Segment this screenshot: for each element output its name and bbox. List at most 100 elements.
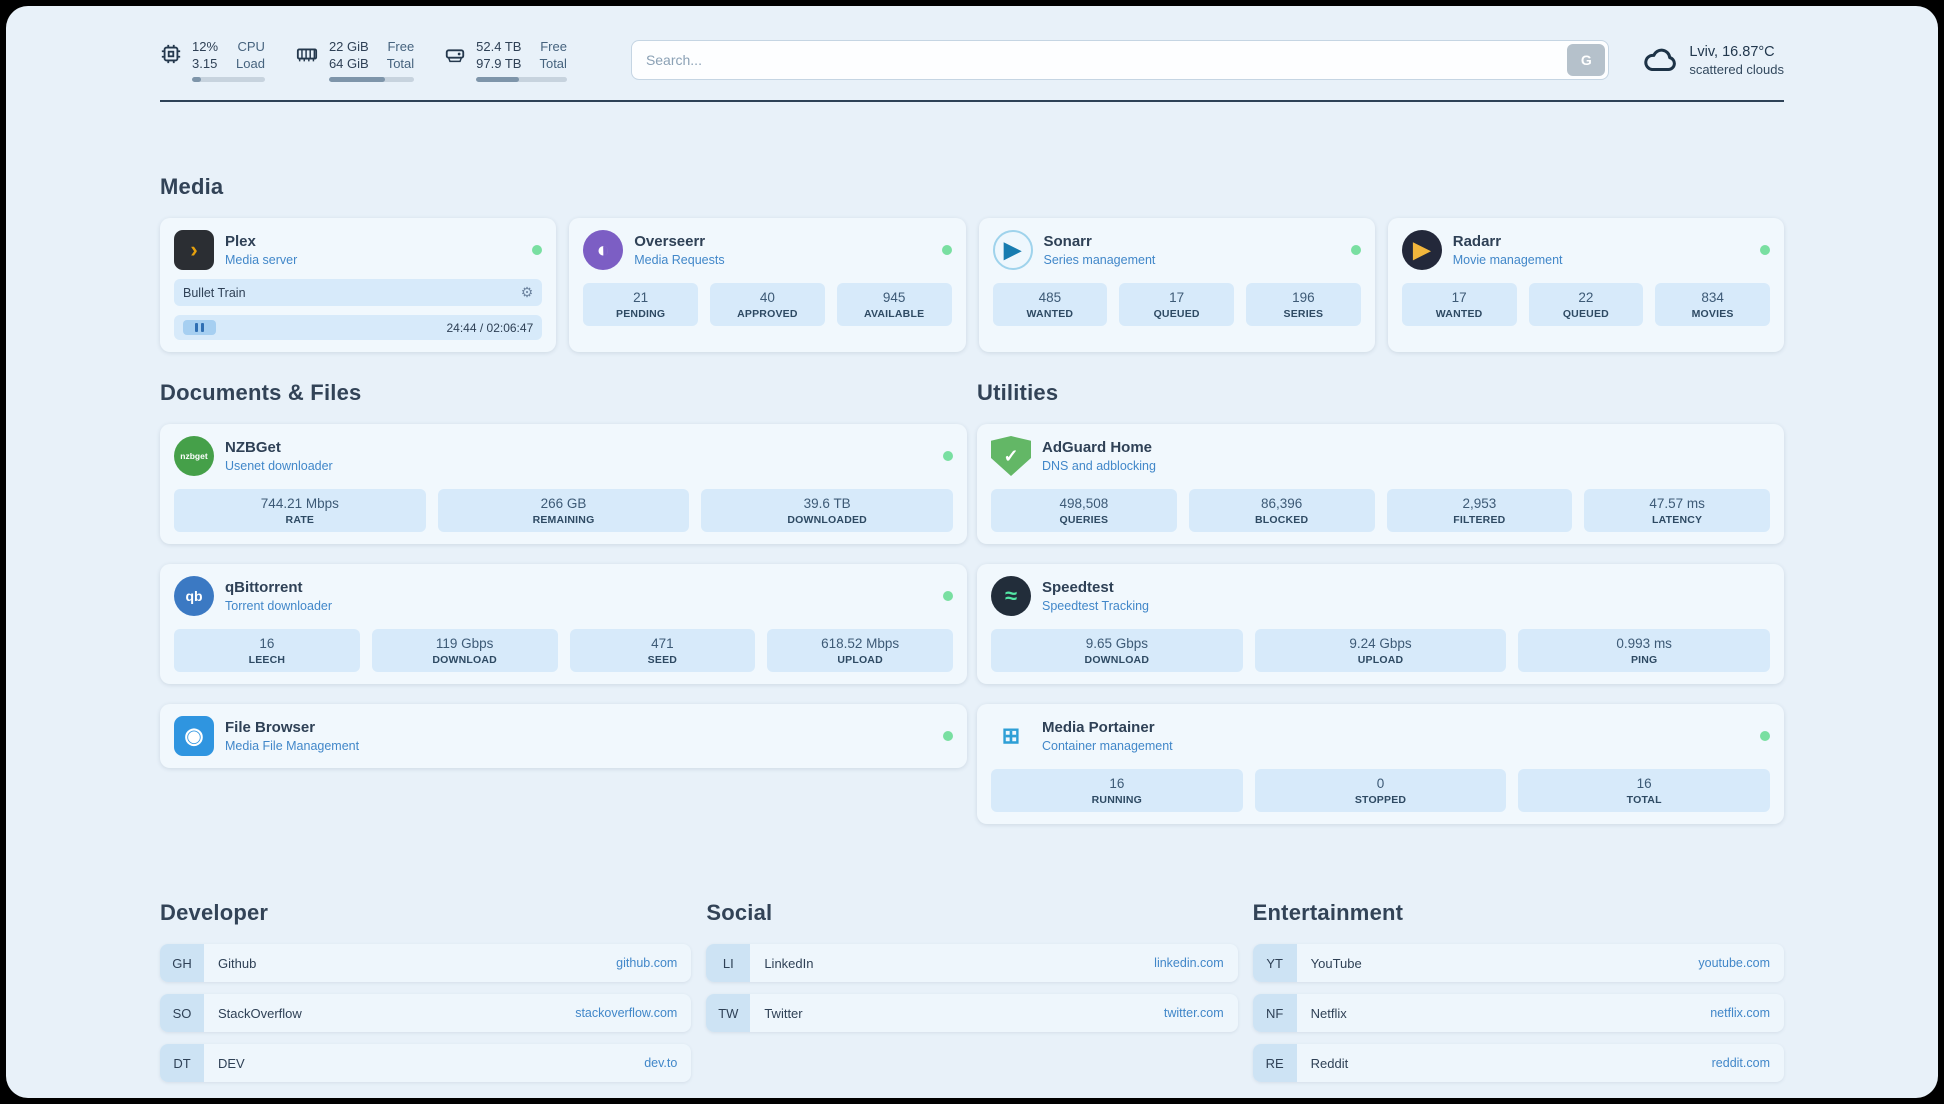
stat-available: 945 AVAILABLE — [836, 283, 952, 326]
adguard-card[interactable]: ✓ AdGuard Home DNS and adblocking 498,508 QU… — [977, 424, 1784, 544]
stat-label: SERIES — [1283, 308, 1324, 320]
bookmark-github[interactable]: GH Github github.com — [160, 944, 692, 982]
search-provider-button[interactable]: G — [1567, 44, 1606, 76]
bookmark-url: reddit.com — [1711, 1056, 1770, 1070]
stat-label: BLOCKED — [1254, 514, 1309, 526]
bookmark-name: LinkedIn — [764, 955, 814, 971]
bookmark-url: github.com — [616, 956, 678, 970]
service-subtitle: Torrent downloader — [225, 598, 333, 613]
pause-button[interactable] — [183, 320, 216, 335]
stat-download: 119 Gbps DOWNLOAD — [371, 629, 558, 672]
speedtest-card[interactable]: ≈ Speedtest Speedtest Tracking 9.65 Gbps DOW… — [977, 564, 1784, 684]
resource-value: 97.9 TB — [476, 56, 522, 71]
weather-text: Lviv, 16.87°C scattered clouds — [1689, 44, 1784, 77]
card-header: ▶ Sonarr Series management — [992, 230, 1361, 270]
stat-label: APPROVED — [737, 308, 798, 320]
stat-value: 119 Gbps — [435, 636, 494, 651]
service-name: Radarr — [1452, 232, 1502, 250]
stat-label: DOWNLOADED — [787, 514, 867, 526]
bookmark-group-title: Entertainment — [1252, 900, 1404, 925]
bookmark-stackoverflow[interactable]: SO StackOverflow stackoverflow.com — [160, 994, 692, 1032]
utilities-cards: ✓ AdGuard Home DNS and adblocking 498,508 QU… — [977, 424, 1784, 824]
stat-value: 16 — [1636, 776, 1652, 791]
card-header: ≈ Speedtest Speedtest Tracking — [991, 576, 1770, 616]
service-name: Media Portainer — [1042, 718, 1155, 736]
weather-widget: Lviv, 16.87°C scattered clouds — [1643, 44, 1784, 77]
bookmark-linkedin[interactable]: LI LinkedIn linkedin.com — [706, 944, 1238, 982]
filebrowser-card[interactable]: ◉ File Browser Media File Management — [160, 704, 967, 768]
bookmark-twitter[interactable]: TW Twitter twitter.com — [706, 994, 1238, 1032]
resource-body: 12% 3.15 CPU Load — [192, 38, 265, 82]
bookmark-abbr: TW — [706, 994, 751, 1032]
bookmark-youtube[interactable]: YT YouTube youtube.com — [1252, 944, 1784, 982]
stat-value: 16 — [259, 636, 275, 651]
stat-value: 86,396 — [1260, 496, 1303, 511]
resource-widgets: 12% 3.15 CPU Load 22 GiB 64 GiB Free Total 52.4 … — [160, 38, 597, 82]
bookmark-name: Reddit — [1310, 1055, 1349, 1071]
stat-label: DOWNLOAD — [432, 654, 497, 666]
service-name: Overseerr — [634, 232, 706, 250]
utilities-section: Utilities ✓ AdGuard Home DNS and adblockin… — [977, 380, 1784, 824]
section-title-documents: Documents & Files — [160, 380, 362, 405]
stat-value: 266 GB — [540, 496, 587, 511]
stat-wanted: 485 WANTED — [992, 283, 1108, 326]
stat-download: 9.65 Gbps DOWNLOAD — [991, 629, 1243, 672]
online-status-dot — [943, 451, 953, 461]
resource-body: 52.4 TB 97.9 TB Free Total — [476, 38, 567, 82]
memory-widget: 22 GiB 64 GiB Free Total — [295, 38, 415, 82]
qbittorrent-icon: qb — [174, 576, 214, 616]
stat-value: 2,953 — [1462, 496, 1497, 511]
stat-label: STOPPED — [1354, 794, 1407, 806]
stat-label: QUEUED — [1153, 308, 1200, 320]
bookmark-reddit[interactable]: RE Reddit reddit.com — [1252, 1044, 1784, 1082]
now-playing-row: Bullet Train ⚙ — [174, 279, 543, 306]
stat-label: DOWNLOAD — [1084, 654, 1150, 666]
stat-wanted: 17 WANTED — [1401, 283, 1517, 326]
bookmarks-section: Developer GH Github github.com SO StackOverfl… — [160, 900, 1784, 1094]
card-header: ⊞ Media Portainer Container management — [991, 716, 1770, 756]
portainer-card[interactable]: ⊞ Media Portainer Container management 16 RU… — [977, 704, 1784, 824]
weather-location: Lviv, 16.87°C — [1689, 43, 1775, 60]
stat-label: RATE — [285, 514, 315, 526]
stat-label: RUNNING — [1091, 794, 1143, 806]
bookmark-group-entertainment: Entertainment YT YouTube youtube.com NF Netfl… — [1252, 900, 1784, 1094]
stat-label: LATENCY — [1652, 514, 1703, 526]
bookmark-netflix[interactable]: NF Netflix netflix.com — [1252, 994, 1784, 1032]
nzbget-card[interactable]: nzbget NZBGet Usenet downloader 744.21 Mbps… — [160, 424, 967, 544]
bookmark-name: StackOverflow — [218, 1005, 302, 1021]
gear-icon[interactable]: ⚙ — [520, 284, 534, 300]
service-text: File Browser Media File Management — [225, 719, 359, 754]
overseerr-card[interactable]: ◐ Overseerr Media Requests 21 PENDING 40 APPRO… — [569, 218, 966, 352]
plex-card[interactable]: › Plex Media server Bullet Train ⚙ 24:44 / 02… — [160, 218, 557, 352]
bookmark-url: netflix.com — [1710, 1006, 1770, 1020]
player-progress-row: 24:44 / 02:06:47 — [174, 315, 543, 340]
search-input[interactable] — [631, 52, 1568, 68]
sonarr-card[interactable]: ▶ Sonarr Series management 485 WANTED 17 QUEUE… — [978, 218, 1375, 352]
bookmark-dev[interactable]: DT DEV dev.to — [160, 1044, 692, 1082]
stats-row: 9.65 Gbps DOWNLOAD 9.24 Gbps UPLOAD 0.993 ms… — [991, 629, 1771, 672]
resource-body: 22 GiB 64 GiB Free Total — [328, 38, 415, 82]
stat-value: 498,508 — [1059, 496, 1109, 511]
service-subtitle: DNS and adblocking — [1042, 458, 1156, 473]
service-columns: Documents & Files nzbget NZBGet Usenet dow… — [160, 380, 1784, 824]
service-text: Sonarr Series management — [1044, 233, 1156, 268]
stat-label: TOTAL — [1626, 794, 1662, 806]
bookmark-url: dev.to — [644, 1056, 678, 1070]
qbittorrent-card[interactable]: qb qBittorrent Torrent downloader 16 LEECH 11… — [160, 564, 967, 684]
search-bar: G — [630, 40, 1610, 80]
stats-row: 17 WANTED 22 QUEUED 834 MOVIES — [1401, 283, 1770, 326]
radarr-card[interactable]: ▶ Radarr Movie management 17 WANTED 22 QUEUED 8… — [1387, 218, 1784, 352]
service-subtitle: Movie management — [1452, 252, 1563, 267]
resource-usage-bar — [328, 77, 415, 82]
online-status-dot — [941, 245, 952, 255]
bookmark-abbr: LI — [706, 944, 751, 982]
stat-label: PENDING — [616, 308, 666, 320]
resource-label: CPU — [237, 39, 265, 54]
stat-value: 47.57 ms — [1649, 496, 1705, 511]
bookmark-abbr: NF — [1252, 994, 1297, 1032]
stat-total: 16 TOTAL — [1518, 769, 1771, 812]
cpu-widget: 12% 3.15 CPU Load — [160, 38, 265, 82]
bookmark-url: stackoverflow.com — [575, 1006, 678, 1020]
stat-value: 39.6 TB — [803, 496, 851, 511]
stat-value: 16 — [1109, 776, 1125, 791]
